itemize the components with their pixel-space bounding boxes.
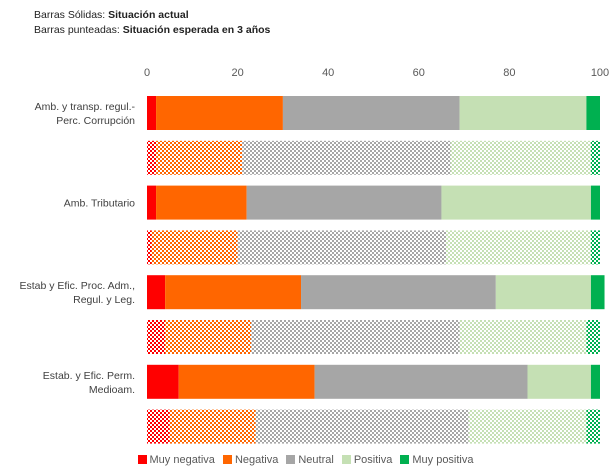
bar-segment-negativa: [169, 409, 256, 444]
bar-segment-positiva: [527, 364, 591, 399]
bar-segment-negativa: [151, 230, 238, 265]
solid-note-bold: Situación actual: [108, 9, 189, 21]
bar-segment-positiva: [450, 140, 591, 175]
bar-segment-muy-negativa: [147, 230, 152, 265]
x-tick-label: 40: [322, 67, 334, 79]
bar-segment-positiva: [441, 185, 591, 220]
category-label: Amb. y transp. regul.-: [35, 101, 136, 113]
x-tick-label: 80: [503, 67, 515, 79]
bar-segment-muy-positiva: [590, 185, 600, 220]
category-label: Regul. y Leg.: [73, 294, 135, 306]
dotted-note-prefix: Barras punteadas:: [34, 24, 123, 36]
bar-segment-muy-positiva: [590, 140, 600, 175]
bar-segment-muy-negativa: [147, 409, 170, 444]
x-tick-label: 0: [144, 67, 150, 79]
solid-note-prefix: Barras Sólidas:: [34, 9, 109, 21]
chart-header: Barras Sólidas: Situación actual Barras …: [34, 8, 270, 38]
legend-swatch: [286, 455, 296, 464]
bar-segment-neutral: [314, 364, 528, 399]
bar-segment-neutral: [255, 409, 469, 444]
bar-segment-neutral: [246, 185, 442, 220]
bar-segment-negativa: [178, 364, 315, 399]
legend-swatch: [400, 455, 410, 464]
bar-segment-neutral: [251, 320, 460, 354]
legend-item-muy-negativa: Muy negativa: [137, 454, 215, 466]
bar-segment-neutral: [237, 230, 446, 265]
bar-segment-muy-positiva: [590, 230, 600, 265]
bar-segment-muy-negativa: [147, 140, 157, 175]
bar-segment-positiva: [495, 275, 591, 310]
category-label: Medioam.: [89, 384, 135, 396]
bar-segment-positiva: [459, 96, 587, 130]
category-label: Estab y Efic. Proc. Adm.,: [19, 280, 135, 292]
legend-item-positiva: Positiva: [341, 454, 393, 466]
bar-segment-muy-positiva: [586, 409, 600, 444]
x-tick-label: 100: [591, 67, 609, 79]
bar-segment-negativa: [165, 320, 252, 354]
bar-segment-negativa: [165, 275, 302, 310]
bar-segment-muy-negativa: [147, 96, 157, 130]
legend-swatch: [341, 455, 351, 464]
bar-segment-muy-positiva: [586, 96, 600, 130]
legend-label: Muy negativa: [149, 454, 215, 466]
bar-segment-negativa: [156, 96, 283, 130]
bar-segment-neutral: [242, 140, 451, 175]
legend-label: Negativa: [234, 454, 279, 466]
bar-segment-negativa: [156, 140, 243, 175]
x-tick-label: 60: [413, 67, 425, 79]
bar-segment-muy-negativa: [147, 185, 157, 220]
bar-segment-positiva: [445, 230, 591, 265]
legend-swatch: [222, 455, 232, 464]
category-label: Estab. y Efic. Perm.: [43, 370, 135, 382]
legend-label: Positiva: [353, 454, 393, 466]
bar-segment-positiva: [468, 409, 587, 444]
chart-legend: Muy negativa Negativa Neutral Positiva Muy p…: [0, 454, 611, 466]
category-label: Amb. Tributario: [64, 198, 135, 210]
legend-note-solid: Barras Sólidas: Situación actual: [34, 8, 270, 23]
legend-item-muy-positiva: Muy positiva: [400, 454, 474, 466]
bar-segment-muy-positiva: [590, 275, 605, 310]
category-label: Perc. Corrupción: [56, 115, 135, 127]
bar-segment-neutral: [282, 96, 460, 130]
bar-segment-muy-negativa: [147, 275, 166, 310]
bar-segment-muy-negativa: [147, 320, 166, 354]
bar-segment-muy-positiva: [590, 364, 600, 399]
bar-segment-muy-negativa: [147, 364, 179, 399]
bar-segment-muy-positiva: [586, 320, 600, 354]
legend-label: Neutral: [298, 454, 334, 466]
bar-segment-positiva: [459, 320, 587, 354]
legend-label: Muy positiva: [412, 454, 474, 466]
legend-item-negativa: Negativa: [222, 454, 279, 466]
legend-swatch: [137, 455, 147, 464]
x-tick-label: 20: [231, 67, 243, 79]
dotted-note-bold: Situación esperada en 3 años: [122, 24, 271, 36]
bar-segment-negativa: [156, 185, 247, 220]
bar-segment-neutral: [301, 275, 496, 310]
legend-item-neutral: Neutral: [286, 454, 334, 466]
legend-note-dotted: Barras punteadas: Situación esperada en …: [34, 23, 270, 38]
